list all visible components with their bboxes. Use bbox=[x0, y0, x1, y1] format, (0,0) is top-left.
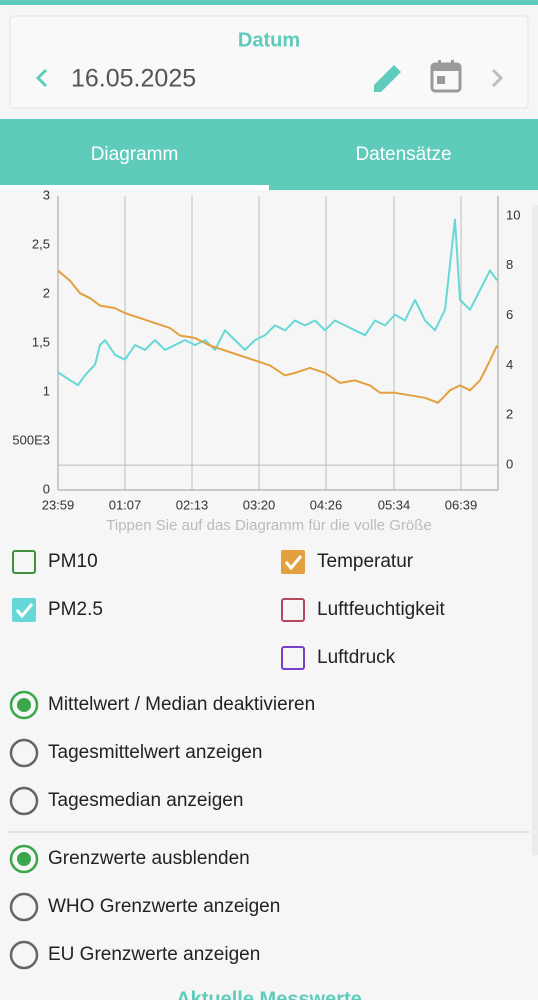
legend-label[interactable]: Luftfeuchtigkeit bbox=[317, 599, 446, 620]
radio[interactable] bbox=[9, 738, 39, 768]
legend-check bbox=[284, 555, 303, 571]
x-tick-label: 05:34 bbox=[378, 497, 411, 512]
legend-box[interactable] bbox=[12, 550, 36, 574]
x-tick-label: 23:59 bbox=[42, 497, 75, 512]
radio[interactable] bbox=[9, 690, 39, 720]
top-bar bbox=[0, 0, 538, 5]
date-value[interactable]: 16.05.2025 bbox=[71, 65, 196, 93]
legend-label[interactable]: PM2.5 bbox=[48, 599, 103, 620]
data-line bbox=[57, 269, 498, 404]
x-tick-label: 01:07 bbox=[109, 497, 142, 512]
chart-hit-area[interactable] bbox=[58, 196, 498, 490]
y-tick-label: 500E3 bbox=[12, 432, 50, 447]
radio[interactable] bbox=[9, 940, 39, 970]
y-tick-label: 3 bbox=[43, 187, 50, 202]
tab-bar bbox=[0, 119, 538, 190]
legend-label[interactable]: Temperatur bbox=[317, 551, 414, 572]
radio[interactable] bbox=[9, 786, 39, 816]
edit-icon[interactable] bbox=[374, 65, 401, 92]
y2-tick-label: 2 bbox=[506, 407, 513, 422]
legend-label[interactable]: Luftdruck bbox=[317, 647, 396, 668]
section-title: Aktuelle Messwerte bbox=[176, 988, 362, 1000]
x-tick-label: 03:20 bbox=[243, 497, 276, 512]
y2-tick-label: 4 bbox=[506, 357, 513, 372]
legend-box[interactable] bbox=[12, 598, 36, 622]
tab-indicator bbox=[0, 185, 269, 190]
y-tick-label: 0 bbox=[43, 481, 50, 496]
legend-box[interactable] bbox=[281, 598, 305, 622]
legend-label[interactable]: PM10 bbox=[48, 551, 98, 572]
x-tick-label: 04:26 bbox=[310, 497, 343, 512]
x-tick-label: 02:13 bbox=[176, 497, 209, 512]
y2-tick-label: 6 bbox=[506, 307, 513, 322]
radio-label[interactable]: WHO Grenzwerte anzeigen bbox=[48, 896, 280, 917]
date-title: Datum bbox=[238, 29, 300, 51]
data-line bbox=[57, 218, 498, 387]
tab-label[interactable]: Diagramm bbox=[91, 144, 179, 165]
radio-label[interactable]: EU Grenzwerte anzeigen bbox=[48, 944, 260, 965]
radio[interactable] bbox=[9, 844, 39, 874]
y2-tick-label: 10 bbox=[506, 207, 520, 222]
radio-label[interactable]: Mittelwert / Median deaktivieren bbox=[48, 694, 315, 715]
scrollbar bbox=[532, 205, 538, 855]
radio[interactable] bbox=[9, 892, 39, 922]
radio-label[interactable]: Grenzwerte ausblenden bbox=[48, 848, 250, 869]
y-tick-label: 2 bbox=[43, 285, 50, 300]
x-tick-label: 06:39 bbox=[445, 497, 478, 512]
tab-label[interactable]: Datensätze bbox=[355, 144, 451, 165]
legend-box[interactable] bbox=[281, 550, 305, 574]
y-tick-label: 2,5 bbox=[32, 236, 50, 251]
radio-label[interactable]: Tagesmittelwert anzeigen bbox=[48, 742, 262, 763]
legend-check bbox=[15, 603, 34, 619]
chart-hint[interactable]: Tippen Sie auf das Diagramm für die voll… bbox=[106, 517, 431, 534]
calendar-icon[interactable] bbox=[430, 60, 462, 93]
y2-tick-label: 8 bbox=[506, 257, 513, 272]
date-card bbox=[9, 15, 529, 109]
y-tick-label: 1 bbox=[43, 383, 50, 398]
next-day[interactable] bbox=[491, 68, 504, 88]
y-tick-label: 1,5 bbox=[32, 334, 50, 349]
legend-box[interactable] bbox=[281, 646, 305, 670]
radio-dot bbox=[17, 698, 31, 712]
radio-dot bbox=[17, 852, 31, 866]
y2-tick-label: 0 bbox=[506, 457, 513, 472]
radio-label[interactable]: Tagesmedian anzeigen bbox=[48, 790, 243, 811]
prev-day[interactable] bbox=[35, 68, 48, 88]
